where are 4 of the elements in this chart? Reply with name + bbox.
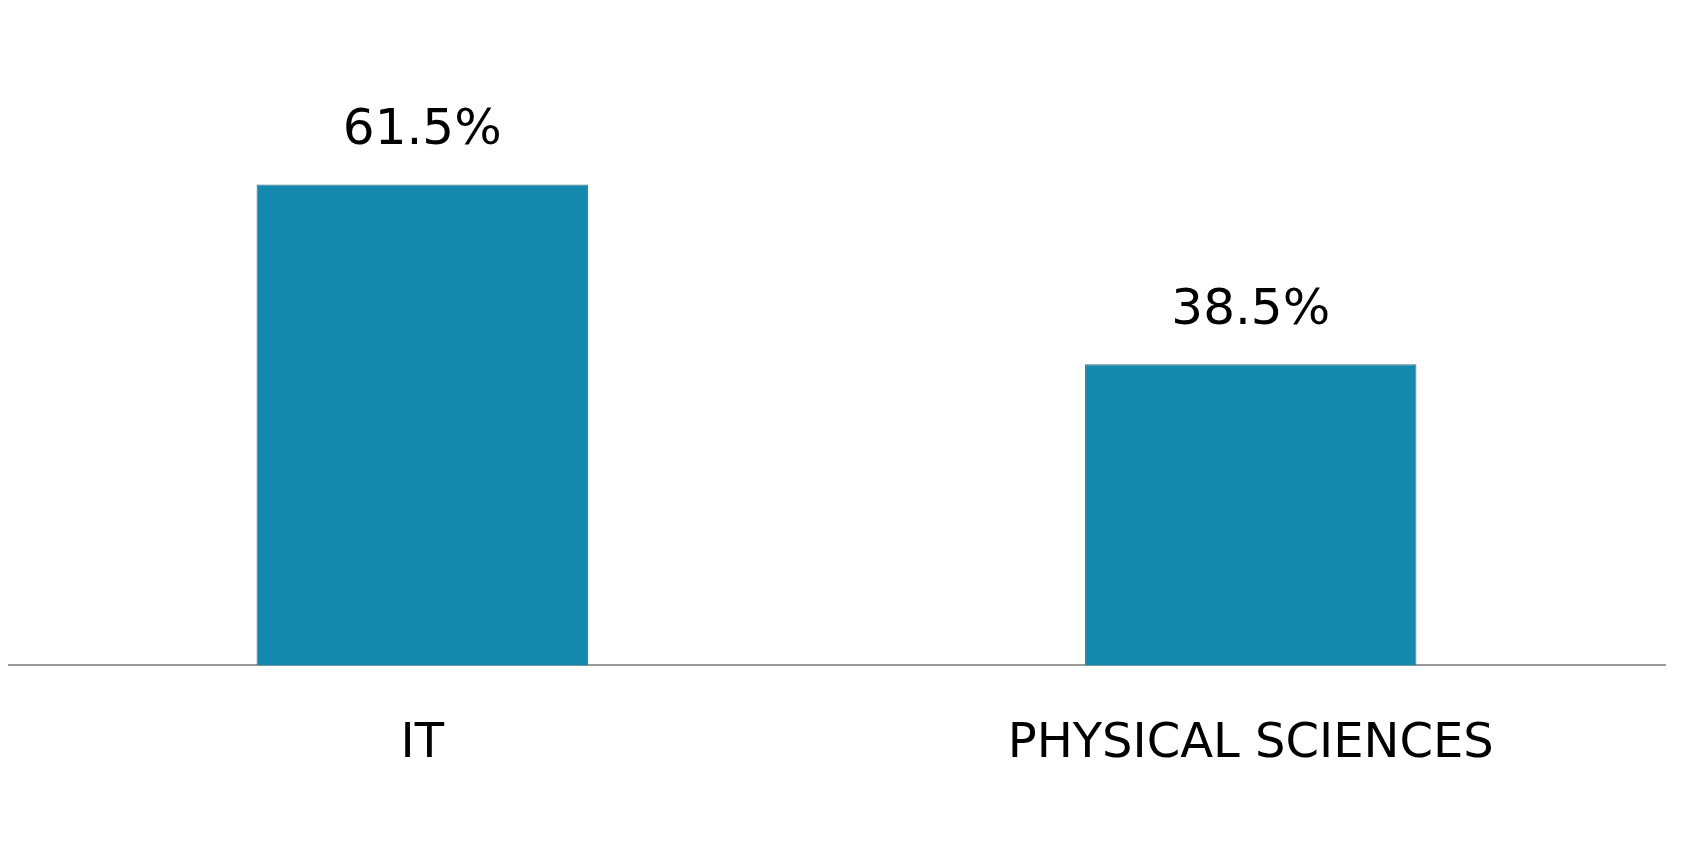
x-tick-label: IT: [400, 711, 445, 768]
x-tick-label: PHYSICAL SCIENCES: [1007, 711, 1494, 768]
data-label: 38.5%: [1171, 278, 1331, 337]
data-label: 61.5%: [342, 98, 502, 157]
